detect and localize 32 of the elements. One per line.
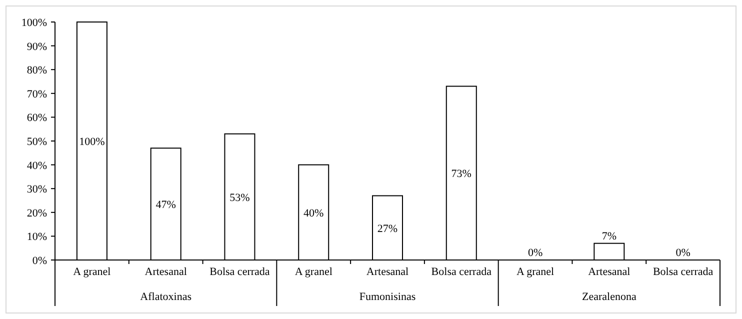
x-tick-label: A granel [516,266,554,278]
x-tick-label: A granel [294,266,332,278]
data-label: 7% [602,230,617,242]
data-label: 53% [230,192,250,204]
text: Aflatoxinas [140,291,192,303]
y-tick-label: 60% [26,112,47,124]
y-tick-label: 50% [26,136,47,148]
x-tick-label: Bolsa cerrada [431,266,492,278]
y-tick-label: 90% [26,40,47,53]
data-label: 100% [79,136,105,148]
text: Fumonisinas [359,291,416,303]
x-tick-label: A granel [73,266,111,278]
data-label: 0% [676,247,690,259]
data-label: 47% [156,199,176,212]
data-label: 27% [377,222,398,235]
y-tick-label: 80% [26,64,47,77]
data-label: 40% [304,207,324,220]
data-label: 0% [528,247,543,259]
y-tick-label: 10% [26,231,47,244]
y-tick-label: 0% [32,255,47,267]
y-tick-label: 100% [21,17,47,29]
x-tick-label: Artesanal [366,266,409,278]
data-label: 73% [451,168,472,180]
y-tick-label: 30% [26,184,47,196]
x-tick-label: Artesanal [588,266,630,278]
y-tick-label: 20% [26,207,47,220]
text: Zearalenona [582,291,636,303]
y-tick-label: 40% [26,160,47,172]
x-tick-label: Artesanal [144,266,187,278]
x-tick-label: Bolsa cerrada [210,266,270,278]
x-tick-label: Bolsa cerrada [652,266,714,278]
y-tick-label: 70% [26,88,47,100]
